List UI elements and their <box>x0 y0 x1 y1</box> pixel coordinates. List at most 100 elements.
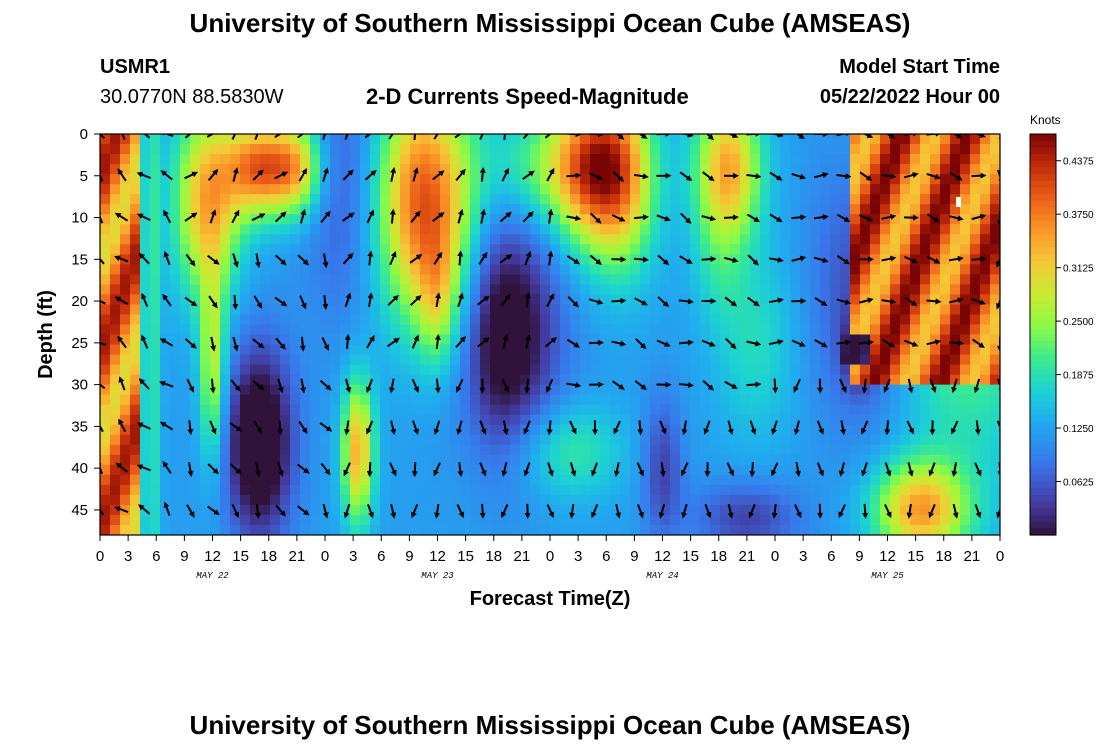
heat-cell <box>100 434 111 446</box>
vector-arrow <box>522 211 534 223</box>
heat-cell <box>140 484 151 496</box>
heat-cell <box>870 194 881 205</box>
heat-cell <box>510 244 521 255</box>
heat-cell <box>130 184 141 195</box>
heat-cell <box>730 444 741 456</box>
heat-cell <box>470 204 481 215</box>
heat-cell <box>220 294 231 306</box>
heat-cell <box>800 184 811 195</box>
heat-cell <box>730 334 741 346</box>
heat-cell <box>140 164 151 175</box>
heat-cell <box>400 134 411 145</box>
heat-cell <box>480 364 491 376</box>
heat-cell <box>820 324 831 336</box>
heat-cell <box>870 354 881 366</box>
vector-arrow <box>791 339 806 347</box>
heat-cell <box>440 204 451 215</box>
heat-cell <box>620 414 631 426</box>
heat-cell <box>320 374 331 386</box>
heat-cell <box>520 444 531 456</box>
heat-cell <box>480 134 491 145</box>
heat-cell <box>710 224 721 235</box>
vector-arrow <box>477 337 490 348</box>
heat-cell <box>560 344 571 356</box>
vector-arrow <box>321 336 330 352</box>
heat-cell <box>330 274 341 285</box>
vector-arrow <box>389 208 396 224</box>
heat-cell <box>100 224 111 235</box>
heat-cell <box>170 304 181 316</box>
vector-arrow <box>971 213 987 221</box>
heat-cell <box>490 514 501 526</box>
vector-arrow <box>724 380 738 389</box>
heat-cell <box>560 324 571 336</box>
heat-cell <box>290 304 301 316</box>
vector-arrow <box>678 381 694 388</box>
heat-cell <box>330 364 341 376</box>
heat-cell <box>240 284 251 295</box>
heat-cell <box>140 194 151 205</box>
heat-cell <box>160 164 171 175</box>
heat-cell <box>420 444 431 456</box>
heat-cell <box>750 334 761 346</box>
heat-cell <box>570 344 581 356</box>
heat-cell <box>920 404 931 416</box>
heat-cell <box>460 404 471 416</box>
heat-cell <box>370 514 381 526</box>
heat-cell <box>950 344 961 356</box>
heat-cell <box>310 194 321 205</box>
heat-cell <box>640 514 651 526</box>
heat-cell <box>670 444 681 456</box>
heat-cell <box>580 524 591 535</box>
heat-cell <box>890 454 901 466</box>
heat-cell <box>410 344 421 356</box>
heat-cell <box>240 414 251 426</box>
heat-cell <box>400 164 411 175</box>
heat-cell <box>470 264 481 275</box>
heat-cell <box>130 514 141 526</box>
heat-cell <box>790 264 801 275</box>
heat-cell <box>220 344 231 356</box>
heat-cell <box>690 294 701 306</box>
heat-cell <box>760 224 771 235</box>
heat-cell <box>750 374 761 386</box>
heat-cell <box>550 414 561 426</box>
heat-cell <box>830 294 841 306</box>
heat-cell <box>330 494 341 506</box>
heat-cell <box>180 404 191 416</box>
vector-arrow <box>971 298 986 305</box>
heat-cell <box>220 414 231 426</box>
heat-cell <box>510 414 521 426</box>
heat-cell <box>580 214 591 225</box>
heat-cell <box>850 274 861 285</box>
heat-cell <box>130 254 141 265</box>
heat-cell <box>980 504 991 516</box>
heat-cell <box>800 234 811 245</box>
heat-cell <box>420 494 431 506</box>
heat-cell <box>810 514 821 526</box>
heat-cell <box>150 524 161 535</box>
heat-cell <box>790 154 801 165</box>
heat-cell <box>740 484 751 496</box>
heat-cell <box>860 304 871 316</box>
heat-cell <box>110 244 121 255</box>
x-tick-label: 21 <box>289 548 306 565</box>
heat-cell <box>140 234 151 245</box>
heat-cell <box>850 344 861 356</box>
heat-cell <box>340 144 351 155</box>
heat-cell <box>910 194 921 205</box>
heat-cell <box>780 454 791 466</box>
heat-cell <box>670 414 681 426</box>
heat-cell <box>210 374 221 386</box>
heat-cell <box>300 474 311 486</box>
heat-cell <box>580 504 591 516</box>
heat-cell <box>280 394 291 406</box>
heat-cell <box>700 154 711 165</box>
heat-cell <box>350 354 361 366</box>
heat-cell <box>240 154 251 165</box>
vector-arrow <box>412 420 419 435</box>
heat-cell <box>510 384 521 396</box>
heat-cell <box>690 404 701 416</box>
heat-cell <box>170 484 181 496</box>
heat-cell <box>870 474 881 486</box>
